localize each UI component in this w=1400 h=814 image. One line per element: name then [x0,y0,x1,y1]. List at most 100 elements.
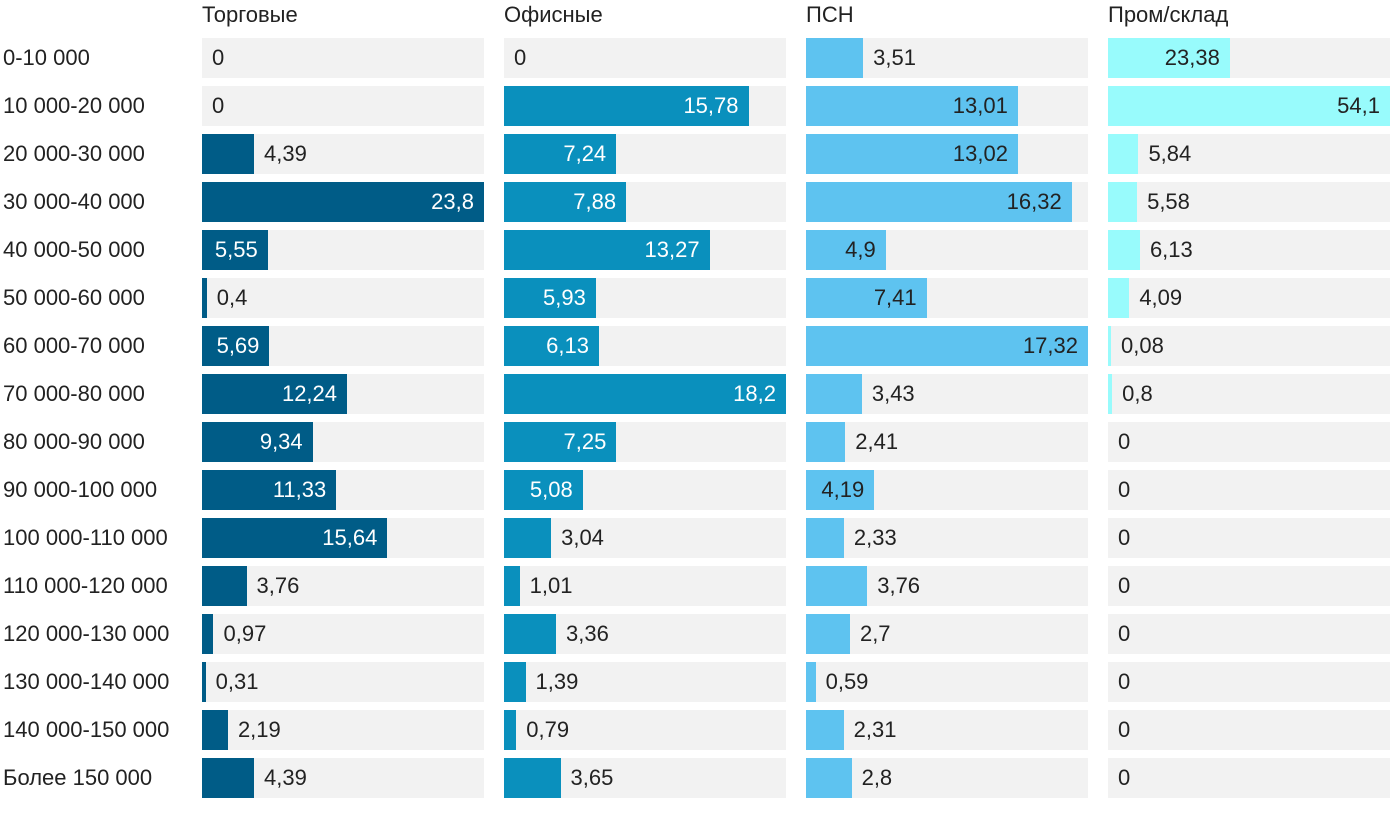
value-label: 3,76 [256,573,300,598]
value-label: 7,41 [873,285,917,310]
bar [806,38,864,78]
bar-track [806,710,1088,750]
bar-track [202,86,484,126]
value-label: 5,08 [529,477,573,502]
bar [504,278,596,318]
value-label: 13,27 [644,237,700,262]
value-label: 3,51 [873,45,916,70]
value-label: 0 [212,45,225,70]
value-label: 5,84 [1148,141,1192,166]
value-label: 3,43 [871,381,915,406]
bar [806,566,868,606]
value-label: 2,41 [855,429,899,454]
bar [806,134,1018,174]
bar [504,518,552,558]
value-label: 0,8 [1122,381,1153,406]
bar-track [202,614,484,654]
bar [202,518,388,558]
bar-track [1108,134,1390,174]
bar [202,374,348,414]
bar [504,422,617,462]
bar-track [202,662,484,702]
value-label: 1,01 [529,573,573,598]
value-label: 4,9 [845,237,876,262]
row-label: 0-10 000 [3,45,90,70]
row-label: 60 000-70 000 [3,333,145,358]
bar [806,518,844,558]
value-label: 15,78 [683,93,739,118]
series-header: Офисные [504,2,603,27]
bar-track [1108,326,1390,366]
value-label: 4,39 [264,141,307,166]
bar-track [1108,662,1390,702]
bar [806,662,816,702]
row-label: 20 000-30 000 [3,141,145,166]
bar-track [806,518,1088,558]
bar [202,566,247,606]
bar-track [806,758,1088,798]
bar [504,182,627,222]
bar [504,86,749,126]
bar-track [1108,566,1390,606]
bar [1108,230,1140,270]
value-label: 2,19 [237,717,281,742]
bar [806,710,844,750]
value-label: 0 [514,45,527,70]
value-label: 3,76 [877,573,921,598]
value-label: 3,65 [570,765,614,790]
value-label: 11,33 [272,477,327,502]
bar [806,614,850,654]
bar-track [202,566,484,606]
row-label: 50 000-60 000 [3,285,145,310]
bar [1108,86,1390,126]
bar [806,758,852,798]
bar [806,182,1072,222]
bar [202,758,255,798]
bar-track [1108,758,1390,798]
value-label: 0 [1118,621,1131,646]
value-label: 0,31 [215,669,259,694]
bar-track [1108,422,1390,462]
value-label: 2,33 [853,525,897,550]
value-label: 0 [1118,429,1131,454]
series-header: Торговые [202,2,298,27]
value-label: 13,01 [952,93,1008,118]
bar [504,134,617,174]
bar [806,230,886,270]
bar-track [1108,518,1390,558]
row-label: 120 000-130 000 [3,621,170,646]
value-label: 6,13 [546,333,589,358]
value-label: 7,24 [563,141,607,166]
bar-track [1108,710,1390,750]
row-label: 130 000-140 000 [3,669,170,694]
bar [202,710,228,750]
bar [806,422,846,462]
value-label: 2,31 [853,717,897,742]
row-label: 90 000-100 000 [3,477,158,502]
bar [504,374,786,414]
bar-track [202,278,484,318]
bar-track [1108,278,1390,318]
bar-track [806,614,1088,654]
value-label: 12,24 [281,381,338,406]
value-label: 4,09 [1139,285,1183,310]
bar [504,710,517,750]
value-label: 0,59 [825,669,869,694]
value-label: 0,79 [526,717,570,742]
bar [202,422,313,462]
value-label: 23,8 [431,189,474,214]
value-label: 5,55 [214,237,258,262]
value-label: 5,58 [1147,189,1190,214]
bar [504,326,599,366]
row-label: 80 000-90 000 [3,429,145,454]
value-label: 0 [1118,669,1131,694]
bar [1108,374,1113,414]
bar-track [504,38,786,78]
bar [202,230,268,270]
row-label: 30 000-40 000 [3,189,145,214]
row-label: 10 000-20 000 [3,93,145,118]
bar-track [1108,182,1390,222]
bar [202,134,255,174]
bar [806,326,1088,366]
